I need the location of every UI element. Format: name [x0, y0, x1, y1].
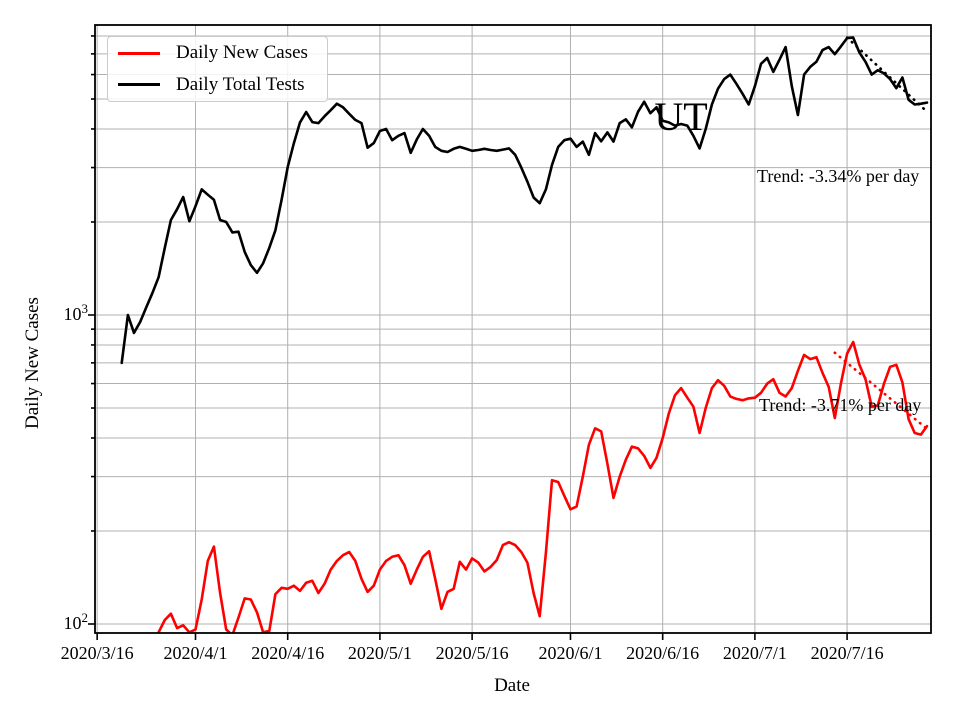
state-annotation: UT — [654, 94, 708, 139]
tests-line-sample — [118, 83, 160, 87]
series-daily-new-cases-trend-3-71-day- — [833, 351, 929, 431]
legend-item-cases: Daily New Cases — [108, 38, 327, 68]
tests-trend-annotation: Trend: -3.34% per day — [757, 166, 920, 186]
legend-label-tests: Daily Total Tests — [176, 73, 305, 95]
x-tick-label: 2020/5/1 — [347, 643, 412, 663]
gridlines — [95, 25, 931, 633]
x-tick-label: 2020/6/16 — [626, 643, 700, 663]
data-series — [120, 36, 929, 633]
x-tick-label: 2020/4/16 — [251, 643, 325, 663]
x-tick-label: 2020/4/1 — [163, 643, 228, 663]
x-axis-label: Date — [494, 675, 530, 696]
legend-item-tests: Daily Total Tests — [108, 70, 327, 100]
series-daily-new-cases — [157, 340, 929, 633]
x-tick-label: 2020/5/16 — [435, 643, 509, 663]
x-tick-label: 2020/7/16 — [810, 643, 884, 663]
legend-label-cases: Daily New Cases — [176, 42, 308, 64]
x-tick-label: 2020/7/1 — [722, 643, 787, 663]
y-axis-label: Daily New Cases — [22, 297, 43, 429]
cases-line-sample — [118, 51, 160, 55]
axis-ticks — [88, 35, 848, 640]
cases-trend-annotation: Trend: -3.71% per day — [759, 395, 922, 415]
x-tick-label: 2020/6/1 — [538, 643, 603, 663]
y-tick-label-1000: 103 — [63, 301, 89, 324]
series-daily-total-tests — [120, 36, 929, 365]
x-tick-label: 2020/3/16 — [60, 643, 134, 663]
series-daily-total-tests-trend-3-34-day- — [845, 36, 929, 113]
y-tick-label-100: 102 — [63, 610, 89, 633]
legend: Daily New Cases Daily Total Tests — [107, 36, 328, 102]
